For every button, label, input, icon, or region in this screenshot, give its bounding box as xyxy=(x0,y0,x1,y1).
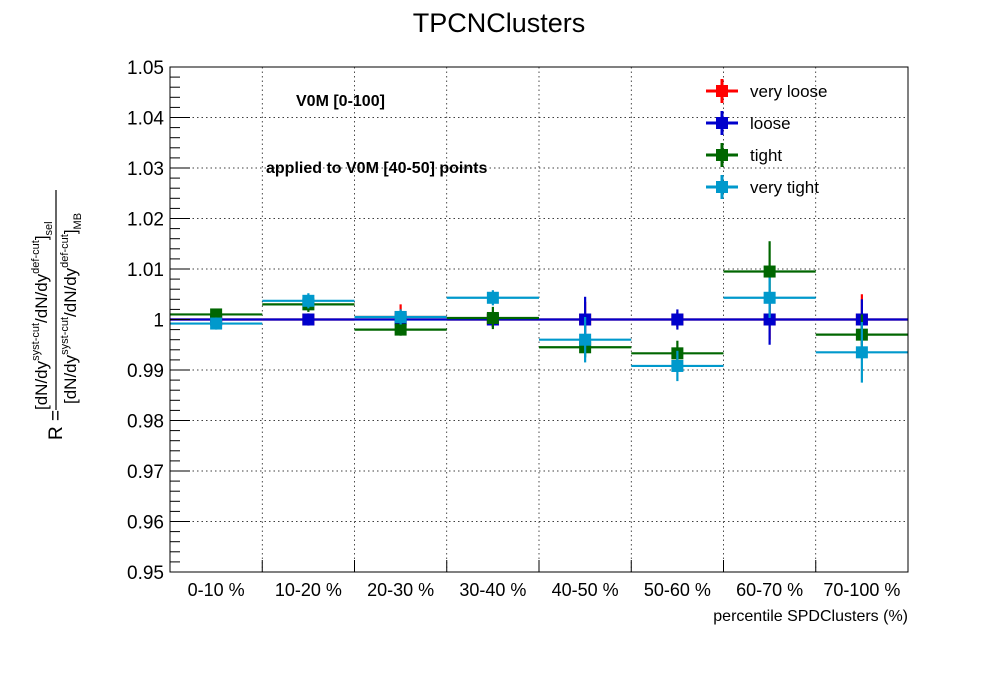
y-label-num-end: ] xyxy=(32,235,51,240)
legend: very loose loose tight very tight xyxy=(706,79,827,199)
y-tick-label: 0.95 xyxy=(127,563,164,584)
chart-title: TPCNClusters xyxy=(413,8,586,38)
data-point xyxy=(763,313,776,326)
x-tick-label: 60-70 % xyxy=(736,580,803,600)
legend-entry: tight xyxy=(706,143,782,167)
data-point xyxy=(302,313,315,326)
data-point xyxy=(394,323,407,336)
legend-label: very loose xyxy=(750,82,827,101)
data-point xyxy=(394,310,407,323)
y-label-num-sup-1: syst-cut xyxy=(30,323,42,361)
y-label-prefix: R = xyxy=(46,410,67,440)
y-label-den-sub: MB xyxy=(72,213,84,230)
legend-label: loose xyxy=(750,114,791,133)
legend-marker xyxy=(716,85,728,97)
data-point xyxy=(671,359,684,372)
y-label-den-mid: /dN/dy xyxy=(61,267,80,317)
data-point xyxy=(763,291,776,304)
x-tick-label: 20-30 % xyxy=(367,580,434,600)
legend-marker xyxy=(716,181,728,193)
series-very-tight xyxy=(170,277,908,383)
x-tick-label: 30-40 % xyxy=(459,580,526,600)
y-label-den-sup-1: syst-cut xyxy=(59,317,71,355)
data-point xyxy=(210,317,223,330)
y-label-den-end: ] xyxy=(61,229,80,234)
legend-label: tight xyxy=(750,146,782,165)
y-tick-label: 0.97 xyxy=(127,462,164,483)
y-tick-label: 1 xyxy=(153,311,164,332)
data-point xyxy=(763,265,776,278)
x-axis-label: percentile SPDClusters (%) xyxy=(713,608,908,625)
legend-entry: very loose xyxy=(706,79,827,103)
legend-label: very tight xyxy=(750,178,819,197)
annotation-v0m-range: V0M [0-100] xyxy=(296,93,385,110)
legend-entry: loose xyxy=(706,111,791,135)
y-label-denominator: [dN/dysyst-cut/dN/dydef-cut]MB xyxy=(59,213,84,404)
legend-entry: very tight xyxy=(706,175,819,199)
annotation-applied-points: applied to V0M [40-50] points xyxy=(266,160,487,177)
x-tick-label: 10-20 % xyxy=(275,580,342,600)
x-tick-label: 50-60 % xyxy=(644,580,711,600)
x-tick-label: 0-10 % xyxy=(188,580,245,600)
y-label-num-1: [dN/dy xyxy=(32,360,51,410)
legend-marker xyxy=(716,149,728,161)
y-axis-label: R = [dN/dysyst-cut/dN/dydef-cut]sel [dN/… xyxy=(30,190,84,440)
y-label-num-mid: /dN/dy xyxy=(32,273,51,323)
data-point xyxy=(210,308,223,321)
x-tick-label: 40-50 % xyxy=(552,580,619,600)
y-label-num-sup-2: def-cut xyxy=(30,240,42,274)
y-tick-label: 1.02 xyxy=(127,210,164,231)
data-point xyxy=(671,313,684,326)
data-point xyxy=(302,294,315,307)
y-label-num-sub: sel xyxy=(43,221,55,235)
y-tick-label: 1.01 xyxy=(127,260,164,281)
y-label-den-sup-2: def-cut xyxy=(59,234,71,268)
y-tick-label: 1.03 xyxy=(127,159,164,180)
y-tick-label: 0.96 xyxy=(127,513,164,534)
axes: 0.95 0.96 0.97 0.98 0.99 1 1.01 1.02 1.03 1.04 1.0… xyxy=(127,58,900,600)
series-layer xyxy=(170,241,908,383)
y-tick-label: 1.04 xyxy=(127,109,164,130)
data-point xyxy=(855,346,868,359)
y-tick-label: 0.98 xyxy=(127,412,164,433)
y-label-den-1: [dN/dy xyxy=(61,354,80,404)
y-tick-label: 1.05 xyxy=(127,58,164,79)
data-point xyxy=(486,291,499,304)
data-point xyxy=(579,333,592,346)
legend-marker xyxy=(716,117,728,129)
y-label-numerator: [dN/dysyst-cut/dN/dydef-cut]sel xyxy=(30,221,55,410)
x-tick-label: 70-100 % xyxy=(823,580,900,600)
y-tick-label: 0.99 xyxy=(127,361,164,382)
data-point xyxy=(486,311,499,324)
